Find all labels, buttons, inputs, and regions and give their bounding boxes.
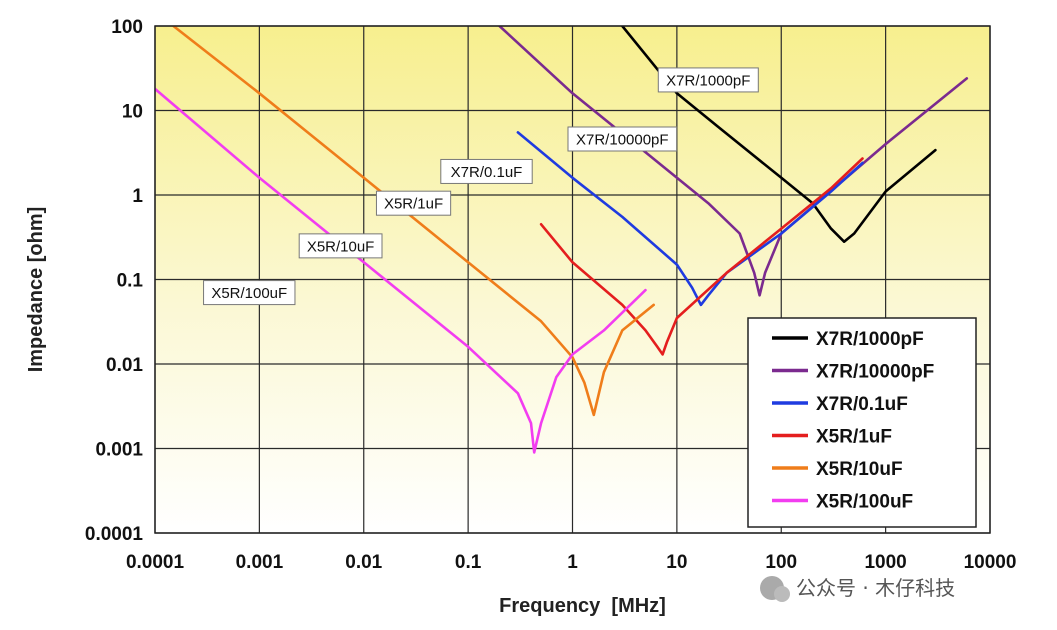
callout-text: X5R/1uF: [384, 196, 443, 213]
callout-box: [203, 280, 296, 306]
legend-item-1: X7R/10000pF: [772, 362, 934, 383]
x-tick-label: 0.0001: [126, 552, 185, 573]
x-tick-label: 0.001: [236, 552, 284, 573]
x-tick-label: 10: [666, 552, 687, 573]
y-tick-label: 0.001: [95, 440, 143, 461]
callout-text: X5R/10uF: [307, 238, 375, 255]
series-line-4: [172, 26, 655, 417]
y-tick-label: 10: [122, 102, 143, 123]
legend-label: X5R/10uF: [816, 459, 903, 480]
x-tick-label: 0.1: [455, 552, 482, 573]
legend-item-3: X5R/1uF: [772, 427, 892, 448]
series-line-3: [539, 157, 864, 356]
watermark: 公众号 · 木仔科技: [760, 576, 955, 602]
x-tick-label: 1000: [864, 552, 906, 573]
callout-5: X5R/100uF: [203, 280, 296, 306]
series-callouts: X7R/1000pF X7R/10000pF X7R/0.1uF X5R/1uF X5R…: [203, 67, 759, 306]
callout-0: X7R/1000pF: [657, 67, 759, 93]
callout-2: X7R/0.1uF: [440, 158, 533, 184]
watermark-text: 公众号 · 木仔科技: [796, 576, 955, 600]
y-tick-label: 0.1: [117, 271, 144, 292]
callout-1: X7R/10000pF: [567, 126, 678, 152]
wechat-icon-bubble: [774, 586, 790, 602]
x-tick-label: 10000: [964, 552, 1017, 573]
callout-text: X5R/100uF: [211, 285, 287, 302]
legend-label: X7R/10000pF: [816, 362, 934, 383]
callout-box: [657, 67, 759, 93]
callout-text: X7R/1000pF: [666, 72, 750, 89]
legend-item-0: X7R/1000pF: [772, 329, 924, 350]
y-tick-label: 0.0001: [85, 524, 144, 545]
y-axis-title: Impedance [ohm]: [25, 207, 47, 373]
legend-item-2: X7R/0.1uF: [772, 394, 908, 415]
y-tick-labels: 100 10 1 0.1 0.01 0.001 0.0001: [85, 17, 144, 545]
callout-4: X5R/10uF: [298, 233, 383, 259]
callout-text: X7R/0.1uF: [451, 164, 523, 181]
y-tick-label: 0.01: [106, 355, 143, 376]
callout-3: X5R/1uF: [375, 190, 452, 216]
legend-item-5: X5R/100uF: [772, 492, 913, 513]
x-tick-label: 100: [765, 552, 797, 573]
series-line-0: [621, 26, 937, 243]
callout-text: X7R/10000pF: [576, 131, 669, 148]
legend-box: [747, 317, 977, 528]
callout-box: [567, 126, 678, 152]
callout-box: [375, 190, 452, 216]
legend-label: X5R/100uF: [816, 492, 913, 513]
y-tick-label: 1: [132, 186, 143, 207]
legend-label: X5R/1uF: [816, 427, 892, 448]
x-tick-label: 1: [567, 552, 578, 573]
legend: X7R/1000pF X7R/10000pF X7R/0.1uF X5R/1uF X5R…: [747, 317, 977, 528]
callout-box: [440, 158, 533, 184]
legend-item-4: X5R/10uF: [772, 459, 903, 480]
plot-frame: [154, 25, 991, 534]
x-tick-label: 0.01: [345, 552, 382, 573]
legend-label: X7R/0.1uF: [816, 394, 908, 415]
y-tick-label: 100: [111, 17, 143, 38]
x-tick-labels: 0.0001 0.001 0.01 0.1 1 10 100 1000 10000: [126, 552, 1016, 573]
series-line-2: [516, 131, 864, 307]
callout-box: [298, 233, 383, 259]
x-axis-title: Frequency [MHz]: [499, 595, 666, 617]
legend-label: X7R/1000pF: [816, 329, 924, 350]
